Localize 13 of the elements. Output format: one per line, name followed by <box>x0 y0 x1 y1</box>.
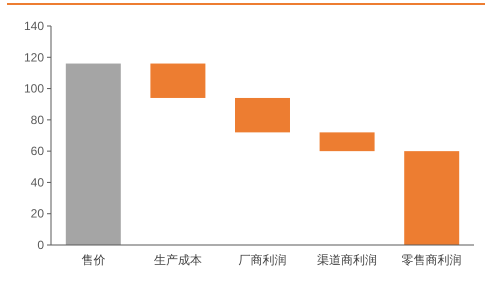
x-tick-label: 生产成本 <box>154 253 202 267</box>
y-tick-label: 100 <box>24 82 44 96</box>
x-tick-label: 厂商利润 <box>238 253 286 267</box>
y-tick-label: 20 <box>30 206 44 221</box>
x-tick-label: 渠道商利润 <box>317 253 378 267</box>
y-tick-label: 0 <box>37 238 44 252</box>
x-tick-label: 零售商利润 <box>402 253 462 267</box>
y-tick-label: 60 <box>30 144 44 158</box>
x-tick-label: 售价 <box>81 253 106 267</box>
y-tick-label: 120 <box>24 50 44 64</box>
y-tick-label: 80 <box>30 112 44 127</box>
y-tick-label: 40 <box>30 175 44 190</box>
y-tick-label: 140 <box>24 19 44 33</box>
